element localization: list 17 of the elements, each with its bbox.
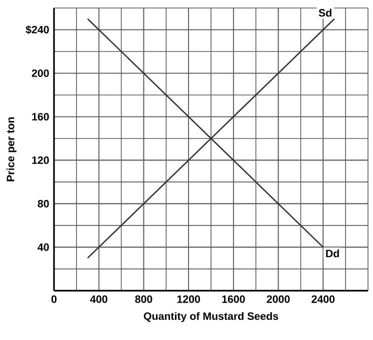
y-tick-label: 160 <box>32 112 49 120</box>
y-tick-label: $240 <box>26 25 49 34</box>
x-tick-label: 400 <box>90 295 108 303</box>
x-axis-title: Quantity of Mustard Seeds <box>144 312 278 322</box>
y-tick-label: 80 <box>38 200 49 208</box>
y-axis-title: Price per ton <box>6 117 16 182</box>
annotation: Dd <box>326 249 339 258</box>
x-tick-label: 1200 <box>177 295 200 303</box>
annotation: Sd <box>318 8 332 17</box>
y-tick-label: 120 <box>32 156 49 164</box>
x-tick-label: 800 <box>135 295 152 303</box>
x-tick-label: 2000 <box>266 295 290 303</box>
y-tick-label: 200 <box>32 69 49 78</box>
x-tick-label: 2400 <box>312 295 335 303</box>
y-tick-label: 40 <box>38 243 49 251</box>
x-tick-label: 0 <box>51 295 57 303</box>
x-tick-label: 1600 <box>222 295 245 303</box>
